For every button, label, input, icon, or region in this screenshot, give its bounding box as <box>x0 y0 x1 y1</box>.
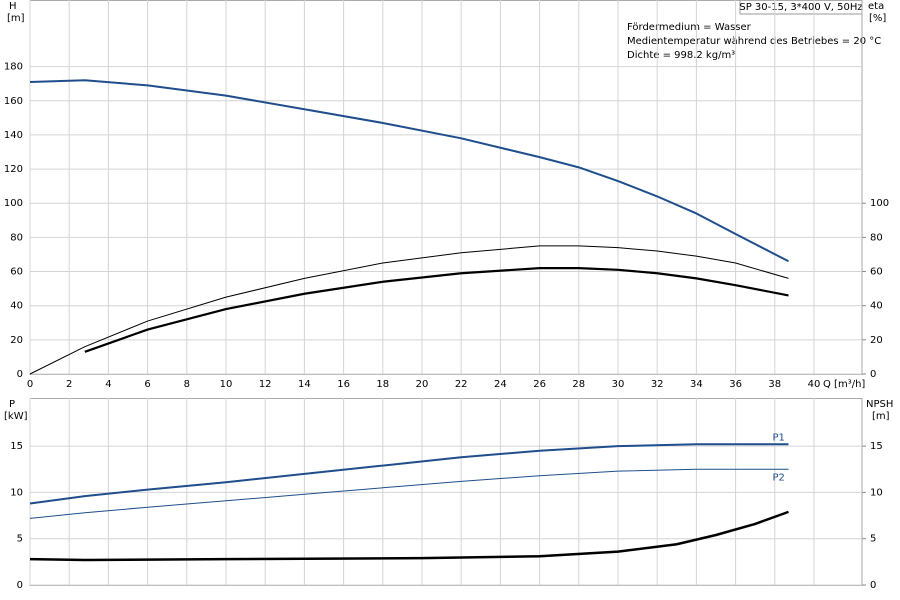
x-tick-label: 18 <box>376 379 389 390</box>
series-line <box>84 267 789 353</box>
x-tick-label: 6 <box>144 379 150 390</box>
x-tick-label: 30 <box>612 379 625 390</box>
series-line <box>29 510 789 562</box>
y-tick-label: 180 <box>4 62 23 73</box>
y-tick-label: 0 <box>17 369 23 380</box>
y-tick-label: 100 <box>4 198 23 209</box>
plot-layer: 0 2 4 6 8 10 12 14 16 18 20 22 24 26 28 30 32 34 36 38 40020… <box>4 0 889 591</box>
y-tick-label: 0 <box>17 580 23 591</box>
series-line <box>29 468 789 519</box>
y-tick-label: 120 <box>4 164 23 175</box>
y2-tick-label: 100 <box>870 198 889 209</box>
x-tick-label: 14 <box>298 379 311 390</box>
y2-tick-label: 15 <box>870 441 883 452</box>
y2-label: eta <box>868 1 884 12</box>
y-unit: [kW] <box>4 411 28 422</box>
y2-tick-label: 60 <box>870 267 883 278</box>
annotation: Dichte = 998.2 kg/m³ <box>627 50 735 61</box>
series-line <box>29 443 789 505</box>
x-tick-label: 0 <box>27 379 33 390</box>
y2-tick-label: 0 <box>870 580 876 591</box>
chart-title: SP 30-15, 3*400 V, 50Hz <box>739 2 862 13</box>
y2-tick-label: 10 <box>870 487 883 498</box>
y-label: P <box>9 399 15 410</box>
y2-tick-label: 5 <box>870 534 876 545</box>
y2-tick-label: 0 <box>870 369 876 380</box>
y-tick-label: 20 <box>10 335 23 346</box>
y-tick-label: 5 <box>17 534 23 545</box>
x-tick-label: 20 <box>416 379 429 390</box>
x-tick-label: 36 <box>729 379 742 390</box>
x-tick-label: 2 <box>66 379 72 390</box>
y-tick-label: 60 <box>10 267 23 278</box>
y-tick-label: 40 <box>10 301 23 312</box>
x-tick-label: 16 <box>337 379 350 390</box>
x-label: Q [m³/h] <box>823 379 865 390</box>
y2-tick-label: 20 <box>870 335 883 346</box>
y2-label: NPSH <box>866 399 893 410</box>
y2-unit: [m] <box>872 411 890 422</box>
series-label: P1 <box>773 432 785 443</box>
y-tick-label: 140 <box>4 130 23 141</box>
x-tick-label: 24 <box>494 379 507 390</box>
y-tick-label: 160 <box>4 96 23 107</box>
y2-tick-label: 80 <box>870 232 883 243</box>
x-tick-label: 34 <box>690 379 703 390</box>
x-tick-label: 32 <box>651 379 664 390</box>
annotation: Fördermedium = Wasser <box>627 22 752 33</box>
x-tick-label: 10 <box>220 379 233 390</box>
y-tick-label: 10 <box>10 487 23 498</box>
y-label: H <box>9 1 17 12</box>
x-tick-label: 40 <box>808 379 821 390</box>
x-tick-label: 38 <box>768 379 781 390</box>
series-line <box>29 245 789 375</box>
series-line <box>29 79 789 263</box>
y-tick-label: 15 <box>10 441 23 452</box>
x-tick-label: 8 <box>184 379 190 390</box>
y2-unit: [%] <box>869 13 886 24</box>
x-tick-label: 26 <box>533 379 546 390</box>
annotation: Medientemperatur während des Betriebes =… <box>627 36 881 47</box>
y-tick-label: 80 <box>10 232 23 243</box>
series-label: P2 <box>773 472 785 483</box>
x-tick-label: 28 <box>572 379 585 390</box>
x-tick-label: 12 <box>259 379 272 390</box>
y2-tick-label: 40 <box>870 301 883 312</box>
x-tick-label: 22 <box>455 379 468 390</box>
x-tick-label: 4 <box>105 379 111 390</box>
y-unit: [m] <box>7 13 25 24</box>
